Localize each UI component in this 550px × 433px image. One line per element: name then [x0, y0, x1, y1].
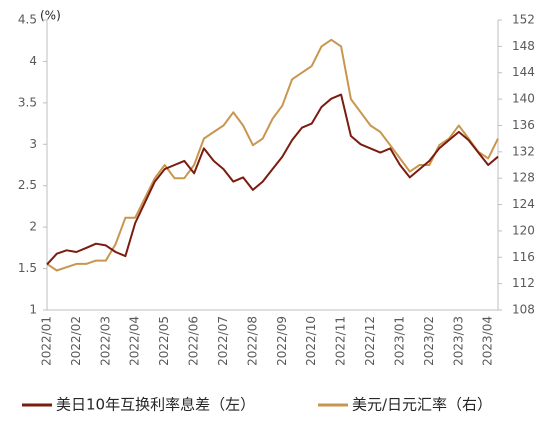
y2-tick-label: 112 — [512, 276, 535, 290]
x-tick-label: 2023/02 — [422, 316, 436, 366]
y2-tick-label: 136 — [512, 118, 535, 132]
y2-tick-label: 148 — [512, 39, 535, 53]
legend-label: 美元/日元汇率（右） — [352, 396, 492, 414]
series-line — [46, 93, 499, 266]
x-tick-label: 2022/03 — [98, 316, 112, 366]
y-tick-label: 3.5 — [18, 95, 37, 109]
y2-tick-label: 140 — [512, 92, 535, 106]
axis-unit: (%) — [40, 9, 61, 23]
x-tick-label: 2022/04 — [128, 316, 142, 366]
x-tick-label: 2022/08 — [245, 316, 259, 366]
y2-tick-label: 132 — [512, 144, 535, 158]
y2-tick-label: 128 — [512, 171, 535, 185]
y-tick-label: 3 — [29, 137, 37, 151]
legend: 美日10年互换利率息差（左） 美元/日元汇率（右） — [22, 396, 492, 414]
x-tick-label: 2022/07 — [216, 316, 230, 366]
y-tick-label: 2.5 — [18, 178, 37, 192]
y2-tick-label: 124 — [512, 197, 535, 211]
legend-label: 美日10年互换利率息差（左） — [56, 396, 255, 414]
x-tick-label: 2023/04 — [481, 316, 495, 366]
x-tick-label: 2022/09 — [275, 316, 289, 366]
y-tick-label: 1.5 — [18, 261, 37, 275]
y-tick-label: 2 — [29, 220, 37, 234]
y2-tick-label: 116 — [512, 250, 535, 264]
x-tick-label: 2022/01 — [40, 316, 54, 366]
y2-tick-label: 152 — [512, 13, 535, 27]
y-tick-label: 1 — [29, 303, 37, 317]
x-tick-label: 2023/03 — [451, 316, 465, 366]
x-tick-label: 2023/01 — [392, 316, 406, 366]
x-tick-label: 2022/06 — [187, 316, 201, 366]
x-tick-label: 2022/05 — [157, 316, 171, 366]
y2-tick-label: 108 — [512, 303, 535, 317]
y-tick-label: 4.5 — [18, 13, 37, 27]
x-tick-label: 2022/12 — [363, 316, 377, 366]
y-tick-label: 4 — [29, 54, 37, 68]
x-tick-label: 2022/11 — [334, 316, 348, 366]
y2-tick-label: 120 — [512, 223, 535, 237]
y2-tick-label: 144 — [512, 65, 535, 79]
x-tick-label: 2022/10 — [304, 316, 318, 366]
series-line — [46, 38, 499, 272]
x-tick-label: 2022/02 — [69, 316, 83, 366]
